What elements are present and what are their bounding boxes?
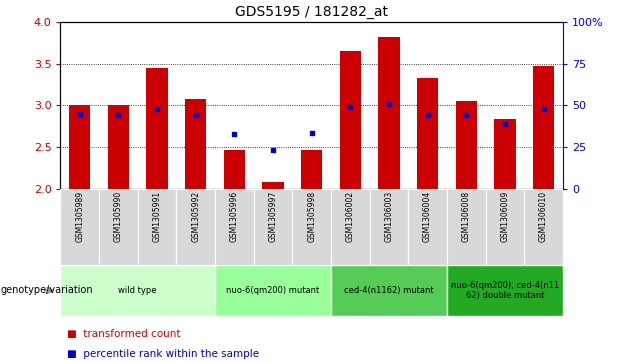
Text: GSM1306004: GSM1306004	[423, 191, 432, 242]
Point	[422, 113, 432, 118]
Text: GSM1306008: GSM1306008	[462, 191, 471, 242]
Bar	[533, 66, 554, 189]
Bar	[331, 265, 447, 316]
Bar	[301, 150, 322, 189]
Text: GSM1305998: GSM1305998	[307, 191, 316, 242]
Bar	[138, 189, 176, 265]
Point	[539, 106, 549, 111]
Text: wild type: wild type	[118, 286, 157, 295]
Bar	[293, 189, 331, 265]
Bar	[185, 99, 206, 189]
Bar	[60, 265, 215, 316]
Bar	[524, 189, 563, 265]
Text: ■  transformed count: ■ transformed count	[67, 329, 180, 339]
Bar	[417, 78, 438, 189]
Text: GSM1306010: GSM1306010	[539, 191, 548, 242]
Bar	[378, 37, 399, 189]
Text: nuo-6(qm200) mutant: nuo-6(qm200) mutant	[226, 286, 320, 295]
Text: genotype/variation: genotype/variation	[1, 285, 93, 295]
Point	[268, 147, 278, 152]
Point	[384, 102, 394, 107]
Point	[191, 113, 201, 118]
Title: GDS5195 / 181282_at: GDS5195 / 181282_at	[235, 5, 388, 19]
Text: GSM1306003: GSM1306003	[384, 191, 394, 242]
Bar	[215, 265, 331, 316]
Text: GSM1305997: GSM1305997	[268, 191, 277, 242]
Point	[229, 132, 239, 138]
Point	[74, 111, 85, 117]
Bar	[331, 189, 370, 265]
Bar	[447, 189, 485, 265]
Bar	[176, 189, 215, 265]
Bar	[215, 189, 254, 265]
Text: GSM1305996: GSM1305996	[230, 191, 239, 242]
Point	[345, 104, 356, 110]
Point	[113, 113, 123, 118]
Point	[500, 122, 510, 127]
Text: GSM1305992: GSM1305992	[191, 191, 200, 242]
Text: GSM1306009: GSM1306009	[501, 191, 509, 242]
Point	[461, 113, 471, 118]
Text: GSM1305991: GSM1305991	[153, 191, 162, 242]
Bar	[494, 119, 516, 189]
Text: GSM1305989: GSM1305989	[75, 191, 84, 242]
Bar	[455, 101, 477, 189]
Text: ced-4(n1162) mutant: ced-4(n1162) mutant	[344, 286, 434, 295]
Point	[307, 130, 317, 136]
Bar	[486, 189, 524, 265]
Bar	[408, 189, 447, 265]
Bar	[370, 189, 408, 265]
Text: ■  percentile rank within the sample: ■ percentile rank within the sample	[67, 349, 259, 359]
Bar	[107, 105, 129, 189]
Bar	[99, 189, 137, 265]
Text: nuo-6(qm200); ced-4(n11
62) double mutant: nuo-6(qm200); ced-4(n11 62) double mutan…	[451, 281, 559, 300]
Bar	[447, 265, 563, 316]
Text: GSM1306002: GSM1306002	[346, 191, 355, 242]
Bar	[146, 68, 168, 189]
Bar	[254, 189, 293, 265]
Text: GSM1305990: GSM1305990	[114, 191, 123, 242]
Bar	[340, 51, 361, 189]
Bar	[69, 105, 90, 189]
Bar	[263, 182, 284, 189]
Point	[152, 106, 162, 111]
Bar	[224, 150, 245, 189]
Bar	[60, 189, 99, 265]
